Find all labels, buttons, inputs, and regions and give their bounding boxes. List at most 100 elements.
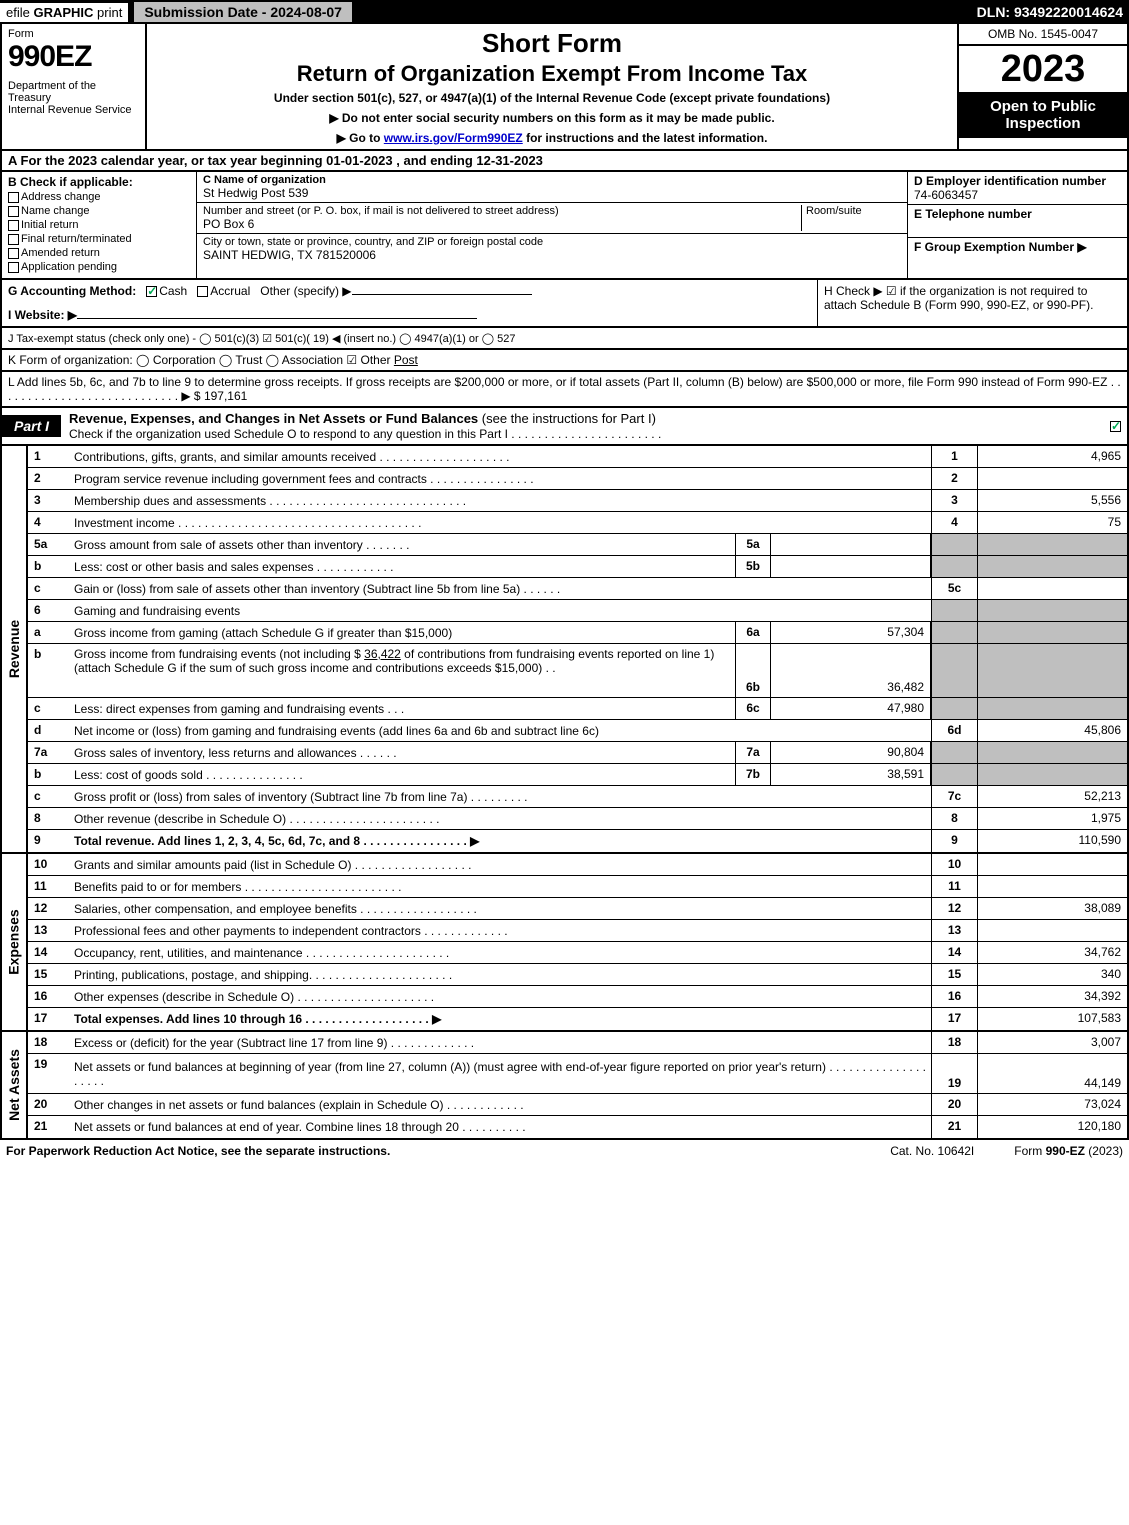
txt: Expenses — [6, 909, 22, 974]
txt: Gross income from fundraising events (no… — [70, 644, 735, 697]
form-subtitle: Under section 501(c), 527, or 4947(a)(1)… — [155, 91, 949, 105]
line-4: 4Investment income . . . . . . . . . . .… — [28, 512, 1127, 534]
form-title: Return of Organization Exempt From Incom… — [155, 61, 949, 87]
txt: 3 — [931, 490, 977, 511]
line-12: 12Salaries, other compensation, and empl… — [28, 898, 1127, 920]
ein-row: D Employer identification number 74-6063… — [908, 172, 1127, 205]
val: 38,089 — [977, 898, 1127, 919]
txt: (2023) — [1085, 1144, 1123, 1158]
txt: Investment income . . . . . . . . . . . … — [70, 512, 931, 533]
other-specify — [352, 294, 532, 295]
txt: Occupancy, rent, utilities, and maintena… — [70, 942, 931, 963]
txt: 14 — [931, 942, 977, 963]
header-left: Form 990EZ Department of the Treasury In… — [2, 24, 147, 149]
txt: print — [97, 5, 122, 20]
txt: F Group Exemption Number ▶ — [914, 240, 1087, 254]
txt: Gross amount from sale of assets other t… — [70, 534, 735, 555]
val: 107,583 — [977, 1008, 1127, 1030]
efile-label: efile GRAPHIC print — [0, 3, 128, 22]
line-14: 14Occupancy, rent, utilities, and mainte… — [28, 942, 1127, 964]
txt: For the 2023 calendar year, or tax year … — [17, 153, 543, 168]
txt: 6b — [735, 644, 771, 697]
line-10: 10Grants and similar amounts paid (list … — [28, 854, 1127, 876]
val — [771, 556, 931, 577]
txt: Less: cost or other basis and sales expe… — [70, 556, 735, 577]
chk-amended: Amended return — [8, 247, 190, 259]
val: 34,762 — [977, 942, 1127, 963]
group-exempt-row: F Group Exemption Number ▶ — [908, 238, 1127, 256]
txt: 6d — [931, 720, 977, 741]
chk-initial-return: Initial return — [8, 219, 190, 231]
txt: 10 — [931, 854, 977, 875]
txt: Check if the organization used Schedule … — [69, 427, 661, 441]
txt: Total revenue. Add lines 1, 2, 3, 4, 5c,… — [70, 830, 931, 852]
instruction-line-2: ▶ Go to www.irs.gov/Form990EZ for instru… — [155, 131, 949, 145]
txt: for instructions and the latest informat… — [523, 131, 768, 145]
txt: 5c — [931, 578, 977, 599]
department: Department of the Treasury Internal Reve… — [8, 80, 139, 116]
line-21: 21Net assets or fund balances at end of … — [28, 1116, 1127, 1138]
chk-application-pending: Application pending — [8, 261, 190, 273]
val — [977, 854, 1127, 875]
txt: Net assets or fund balances at beginning… — [70, 1054, 931, 1093]
val: 3,007 — [977, 1032, 1127, 1053]
val: 45,806 — [977, 720, 1127, 741]
street-row: Number and street (or P. O. box, if mail… — [197, 203, 907, 234]
txt: Revenue, Expenses, and Changes in Net As… — [69, 411, 482, 426]
txt: Total expenses. Add lines 10 through 16 … — [74, 1012, 441, 1026]
txt: Other changes in net assets or fund bala… — [70, 1094, 931, 1115]
val: 36,482 — [771, 644, 931, 697]
txt: Benefits paid to or for members . . . . … — [70, 876, 931, 897]
line-6c: cLess: direct expenses from gaming and f… — [28, 698, 1127, 720]
short-form-title: Short Form — [155, 28, 949, 59]
section-b-c-d: B Check if applicable: Address change Na… — [0, 172, 1129, 280]
irs-link[interactable]: www.irs.gov/Form990EZ — [384, 131, 523, 145]
row-i: I Website: ▶ — [8, 308, 811, 322]
line-7a: 7aGross sales of inventory, less returns… — [28, 742, 1127, 764]
txt: 1 — [931, 446, 977, 467]
txt: Net Assets — [6, 1049, 22, 1121]
txt: Total revenue. Add lines 1, 2, 3, 4, 5c,… — [74, 834, 479, 848]
column-d-e-f: D Employer identification number 74-6063… — [907, 172, 1127, 278]
txt: Membership dues and assessments . . . . … — [70, 490, 931, 511]
txt: 16 — [931, 986, 977, 1007]
txt: Amended return — [21, 247, 100, 259]
submission-date: Submission Date - 2024-08-07 — [132, 0, 354, 24]
net-assets-rows: 18Excess or (deficit) for the year (Subt… — [28, 1032, 1127, 1138]
val: 1,975 — [977, 808, 1127, 829]
org-name: St Hedwig Post 539 — [203, 186, 901, 200]
txt: Gross sales of inventory, less returns a… — [70, 742, 735, 763]
val: 52,213 — [977, 786, 1127, 807]
val — [977, 876, 1127, 897]
txt: Other revenue (describe in Schedule O) .… — [70, 808, 931, 829]
row-l: L Add lines 5b, 6c, and 7b to line 9 to … — [0, 372, 1129, 408]
txt: 18 — [931, 1032, 977, 1053]
room-suite: Room/suite — [801, 205, 901, 231]
val — [977, 578, 1127, 599]
val: 90,804 — [771, 742, 931, 763]
txt: Other expenses (describe in Schedule O) … — [70, 986, 931, 1007]
txt: Cash — [159, 284, 187, 298]
row-g-h: G Accounting Method: Cash Accrual Other … — [0, 280, 1129, 328]
line-16: 16Other expenses (describe in Schedule O… — [28, 986, 1127, 1008]
line-17: 17Total expenses. Add lines 10 through 1… — [28, 1008, 1127, 1030]
line-8: 8Other revenue (describe in Schedule O) … — [28, 808, 1127, 830]
txt: Professional fees and other payments to … — [70, 920, 931, 941]
revenue-section: Revenue 1Contributions, gifts, grants, a… — [0, 446, 1129, 854]
accounting-website: G Accounting Method: Cash Accrual Other … — [2, 280, 817, 326]
txt: 7a — [735, 742, 771, 763]
val: 5,556 — [977, 490, 1127, 511]
part-title: Revenue, Expenses, and Changes in Net As… — [61, 408, 1110, 444]
txt: Printing, publications, postage, and shi… — [70, 964, 931, 985]
txt: Excess or (deficit) for the year (Subtra… — [70, 1032, 931, 1053]
txt: 5a — [735, 534, 771, 555]
txt: D Employer identification number — [914, 174, 1106, 188]
txt: Net assets or fund balances at end of ye… — [70, 1116, 931, 1138]
line-6a: aGross income from gaming (attach Schedu… — [28, 622, 1127, 644]
net-assets-section: Net Assets 18Excess or (deficit) for the… — [0, 1032, 1129, 1140]
val: 4,965 — [977, 446, 1127, 467]
top-bar: efile GRAPHIC print Submission Date - 20… — [0, 0, 1129, 24]
chk-name-change: Name change — [8, 205, 190, 217]
line-19: 19Net assets or fund balances at beginni… — [28, 1054, 1127, 1094]
txt: Grants and similar amounts paid (list in… — [70, 854, 931, 875]
